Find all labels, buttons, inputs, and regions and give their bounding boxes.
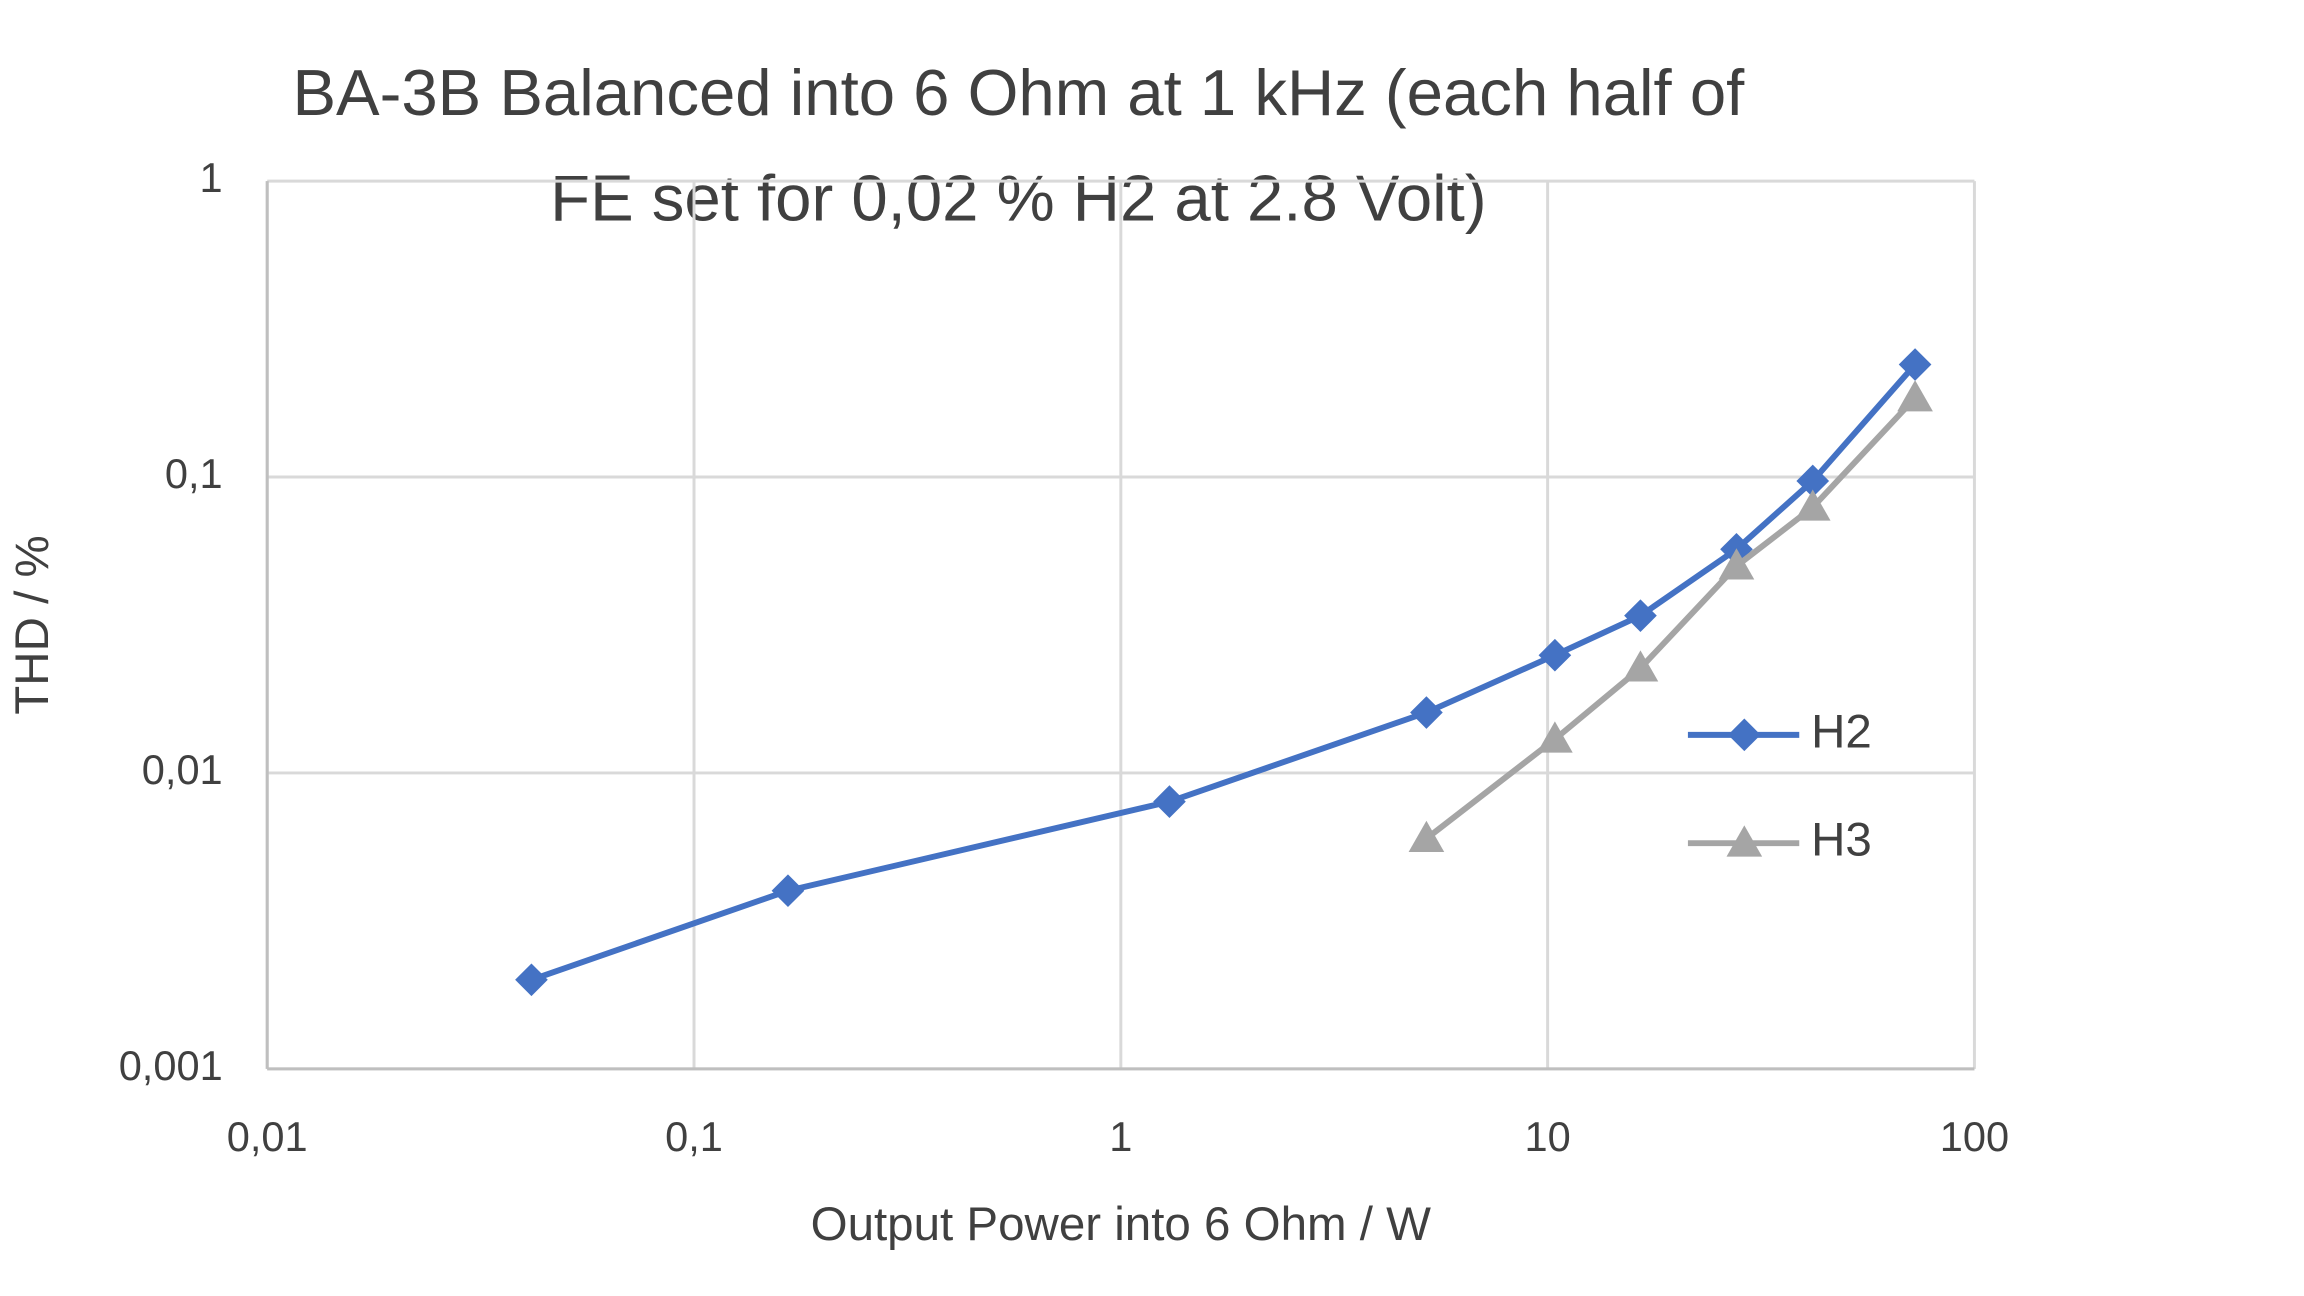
marker	[1410, 696, 1443, 729]
x-tick-label: 1	[1109, 1113, 1132, 1160]
marker	[1897, 380, 1933, 412]
marker	[1718, 548, 1755, 580]
chart-title: FE set for 0,02 % H2 at 2.8 Volt)	[550, 162, 1486, 235]
series-line	[1424, 395, 1918, 841]
x-tick-label: 0,1	[665, 1113, 723, 1160]
x-tick-label: 100	[1940, 1113, 2009, 1160]
marker	[1622, 650, 1659, 682]
chart-title: BA-3B Balanced into 6 Ohm at 1 kHz (each…	[292, 56, 1745, 129]
x-tick-label: 10	[1525, 1113, 1571, 1160]
legend-label: H3	[1811, 814, 1872, 867]
x-tick-label: 0,01	[227, 1113, 308, 1160]
y-tick-label: 0,001	[119, 1042, 223, 1089]
legend-marker	[1726, 825, 1763, 857]
x-axis-label: Output Power into 6 Ohm / W	[811, 1198, 1432, 1251]
y-tick-label: 1	[200, 154, 223, 201]
marker	[1408, 820, 1445, 852]
marker	[1538, 638, 1572, 672]
legend-marker	[1728, 718, 1761, 752]
marker	[1796, 464, 1830, 498]
marker	[1537, 721, 1573, 753]
legend-label: H2	[1811, 705, 1872, 758]
marker	[1794, 489, 1831, 521]
marker	[1898, 348, 1932, 381]
marker	[771, 874, 805, 908]
y-axis-label: THD / %	[6, 535, 59, 714]
y-tick-label: 0,01	[142, 746, 223, 793]
y-tick-label: 0,1	[165, 450, 223, 497]
